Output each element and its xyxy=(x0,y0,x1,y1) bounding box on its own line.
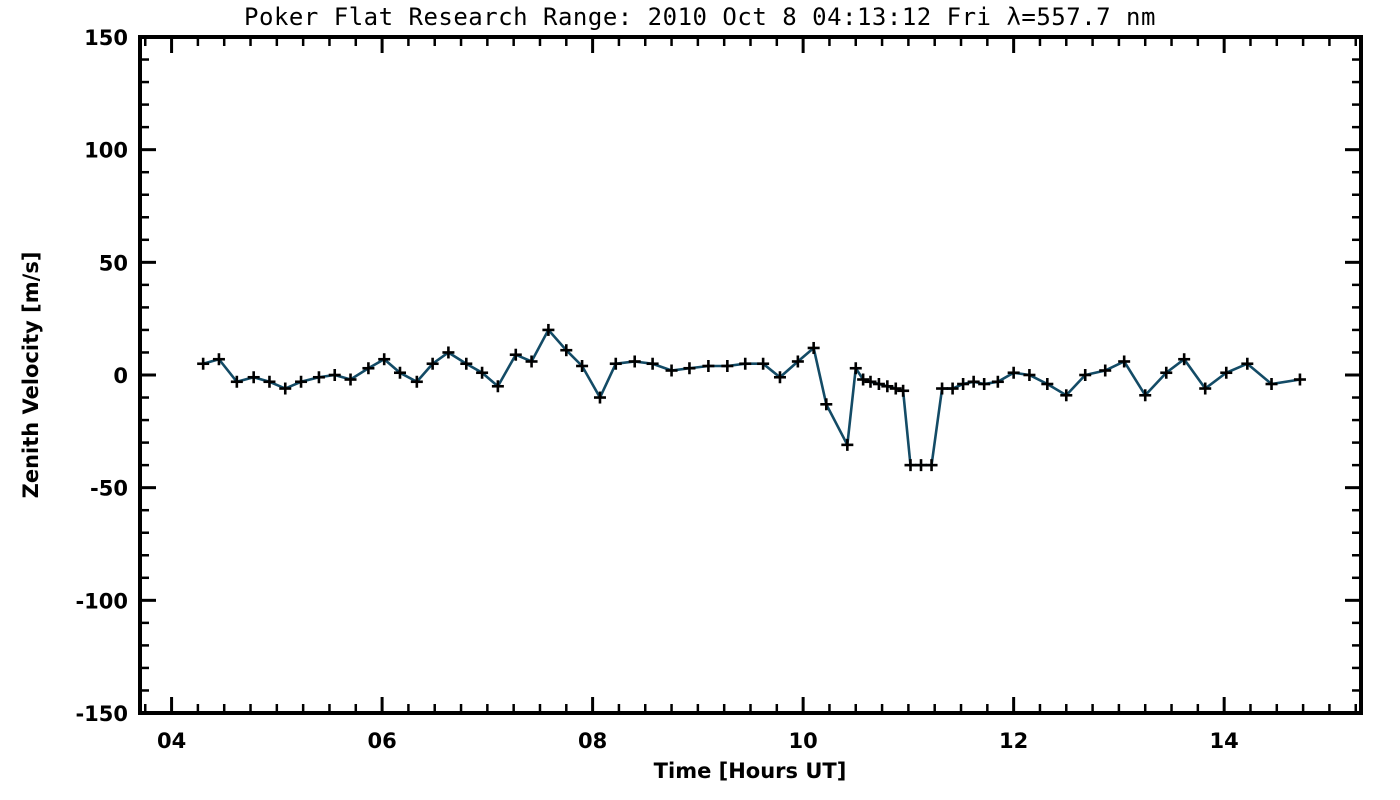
data-point-marker xyxy=(1139,389,1152,402)
data-point-marker xyxy=(915,459,928,472)
y-tick-label: 150 xyxy=(84,26,128,50)
data-point-marker xyxy=(1099,364,1112,377)
data-point-marker xyxy=(410,375,423,388)
x-axis-label: Time [Hours UT] xyxy=(654,759,847,783)
x-tick-label: 14 xyxy=(1210,729,1239,753)
data-point-marker xyxy=(344,373,357,386)
data-point-marker xyxy=(609,357,622,370)
x-axis-ticks xyxy=(144,37,1357,713)
data-point-marker xyxy=(1079,369,1092,381)
y-tick-label: 0 xyxy=(113,364,128,388)
data-line xyxy=(202,327,1301,467)
data-point-marker xyxy=(1007,366,1020,379)
data-point-marker xyxy=(897,384,910,397)
data-point-marker xyxy=(946,382,959,395)
data-point-marker xyxy=(295,375,308,388)
y-tick-label: -150 xyxy=(75,702,128,726)
data-point-marker xyxy=(702,359,715,372)
x-tick-label: 12 xyxy=(999,729,1028,753)
data-point-marker xyxy=(509,348,522,361)
data-point-marker xyxy=(857,373,870,386)
data-point-marker xyxy=(773,371,786,384)
y-tick-label: 100 xyxy=(84,139,128,163)
data-point-marker xyxy=(881,380,894,393)
x-tick-label: 04 xyxy=(157,729,186,753)
data-point-marker xyxy=(967,375,980,388)
data-point-marker xyxy=(864,375,877,388)
data-point-marker xyxy=(807,341,820,354)
data-point-marker xyxy=(872,378,885,391)
y-axis-ticks xyxy=(140,35,1361,715)
data-point-marker xyxy=(925,459,938,472)
x-tick-label: 06 xyxy=(367,729,396,753)
data-point-marker xyxy=(1241,357,1254,370)
plot-frame xyxy=(138,35,1363,715)
data-point-marker xyxy=(328,369,341,381)
data-point-marker xyxy=(312,371,325,384)
data-point-marker xyxy=(542,323,555,336)
data-point-marker xyxy=(378,353,391,366)
data-point-marker xyxy=(721,359,734,372)
data-point-marker xyxy=(841,438,854,451)
data-point-marker xyxy=(957,378,970,391)
data-point-marker xyxy=(362,362,375,375)
data-point-marker xyxy=(978,378,991,391)
y-tick-label: -100 xyxy=(75,589,128,613)
y-tick-label: -50 xyxy=(90,477,128,501)
data-point-marker xyxy=(393,366,406,379)
data-point-marker xyxy=(212,353,225,366)
data-point-marker xyxy=(628,355,641,368)
data-point-marker xyxy=(849,362,862,375)
x-tick-label: 10 xyxy=(789,729,818,753)
y-axis-tick-labels: -150 -100 -50 0 50 100 150 xyxy=(75,26,128,726)
data-point-marker xyxy=(1220,366,1233,379)
data-point-marker xyxy=(560,344,573,357)
data-point-marker xyxy=(1118,355,1131,368)
data-point-marker xyxy=(476,366,489,379)
data-point-marker xyxy=(1265,378,1278,391)
data-point-marker xyxy=(646,357,659,370)
data-point-marker xyxy=(1060,389,1073,402)
data-point-marker xyxy=(1023,369,1036,381)
data-point-marker xyxy=(426,357,439,370)
plot-title: Poker Flat Research Range: 2010 Oct 8 04… xyxy=(244,3,1156,31)
data-point-marker xyxy=(991,375,1004,388)
data-point-marker xyxy=(230,375,243,388)
data-point-marker xyxy=(247,371,260,384)
data-point-marker xyxy=(279,382,292,395)
data-point-marker xyxy=(1041,378,1054,391)
data-point-marker xyxy=(936,382,949,395)
data-point-marker xyxy=(791,355,804,368)
data-point-marker xyxy=(576,359,589,372)
data-point-marker xyxy=(1199,382,1212,395)
data-point-marker xyxy=(197,357,210,370)
data-point-marker xyxy=(1178,353,1191,366)
data-point-marker xyxy=(1293,373,1306,386)
data-point-marker xyxy=(739,357,752,370)
data-point-marker xyxy=(889,382,902,395)
x-axis-tick-labels: 04 06 08 10 12 14 xyxy=(157,729,1239,753)
data-point-marker xyxy=(904,459,917,472)
data-point-marker xyxy=(820,398,833,411)
data-point-marker xyxy=(491,380,504,393)
data-point-marker xyxy=(442,346,455,359)
y-axis-label: Zenith Velocity [m/s] xyxy=(19,252,43,499)
plot-border xyxy=(138,35,1363,715)
data-point-marker xyxy=(460,357,473,370)
data-series-group xyxy=(197,323,1306,472)
data-point-marker xyxy=(1160,366,1173,379)
data-point-marker xyxy=(683,362,696,375)
data-point-marker xyxy=(263,375,276,388)
data-point-marker xyxy=(593,391,606,404)
data-point-marker xyxy=(757,357,770,370)
x-tick-label: 08 xyxy=(578,729,607,753)
data-point-marker xyxy=(525,355,538,368)
y-tick-label: 50 xyxy=(99,251,128,275)
data-point-marker xyxy=(665,364,678,377)
